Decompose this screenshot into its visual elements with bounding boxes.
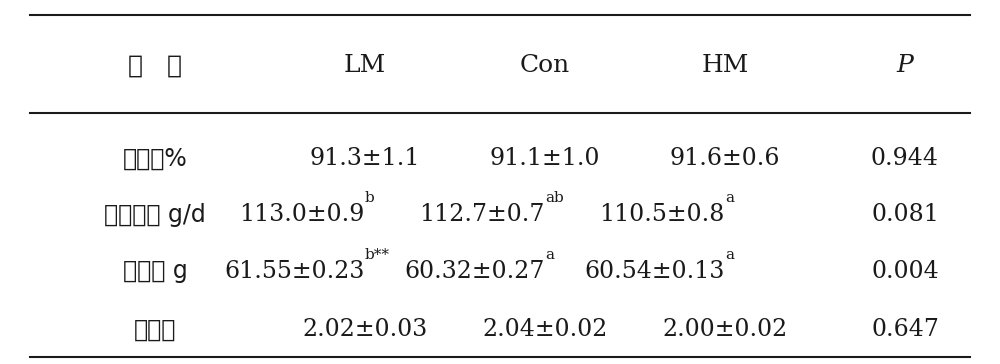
Text: 0.004: 0.004 — [871, 260, 939, 283]
Text: 112.7±0.7: 112.7±0.7 — [420, 203, 545, 226]
Text: a: a — [545, 248, 554, 262]
Text: a: a — [725, 248, 734, 262]
Text: LM: LM — [344, 54, 386, 77]
Text: 113.0±0.9: 113.0±0.9 — [240, 203, 365, 226]
Text: Con: Con — [520, 54, 570, 77]
Text: 2.00±0.02: 2.00±0.02 — [662, 318, 788, 341]
Text: 110.5±0.8: 110.5±0.8 — [600, 203, 725, 226]
Text: 2.02±0.03: 2.02±0.03 — [302, 318, 428, 341]
Text: 产蛋率%: 产蛋率% — [123, 146, 187, 170]
Text: 项   目: 项 目 — [128, 54, 182, 78]
Text: 91.6±0.6: 91.6±0.6 — [670, 147, 780, 170]
Text: ab: ab — [545, 191, 564, 205]
Text: b**: b** — [365, 248, 390, 262]
Text: 60.54±0.13: 60.54±0.13 — [585, 260, 725, 283]
Text: b: b — [365, 191, 375, 205]
Text: 0.647: 0.647 — [871, 318, 939, 341]
Text: 0.081: 0.081 — [871, 203, 939, 226]
Text: HM: HM — [701, 54, 749, 77]
Text: 91.1±1.0: 91.1±1.0 — [490, 147, 600, 170]
Text: a: a — [725, 191, 734, 205]
Text: 60.32±0.27: 60.32±0.27 — [405, 260, 545, 283]
Text: P: P — [897, 54, 913, 77]
Text: 0.944: 0.944 — [871, 147, 939, 170]
Text: 91.3±1.1: 91.3±1.1 — [310, 147, 420, 170]
Text: 蛋均重 g: 蛋均重 g — [123, 259, 187, 283]
Text: 2.04±0.02: 2.04±0.02 — [482, 318, 608, 341]
Text: 61.55±0.23: 61.55±0.23 — [225, 260, 365, 283]
Text: 料蛋比: 料蛋比 — [134, 317, 176, 341]
Text: 日采食量 g/d: 日采食量 g/d — [104, 203, 206, 227]
